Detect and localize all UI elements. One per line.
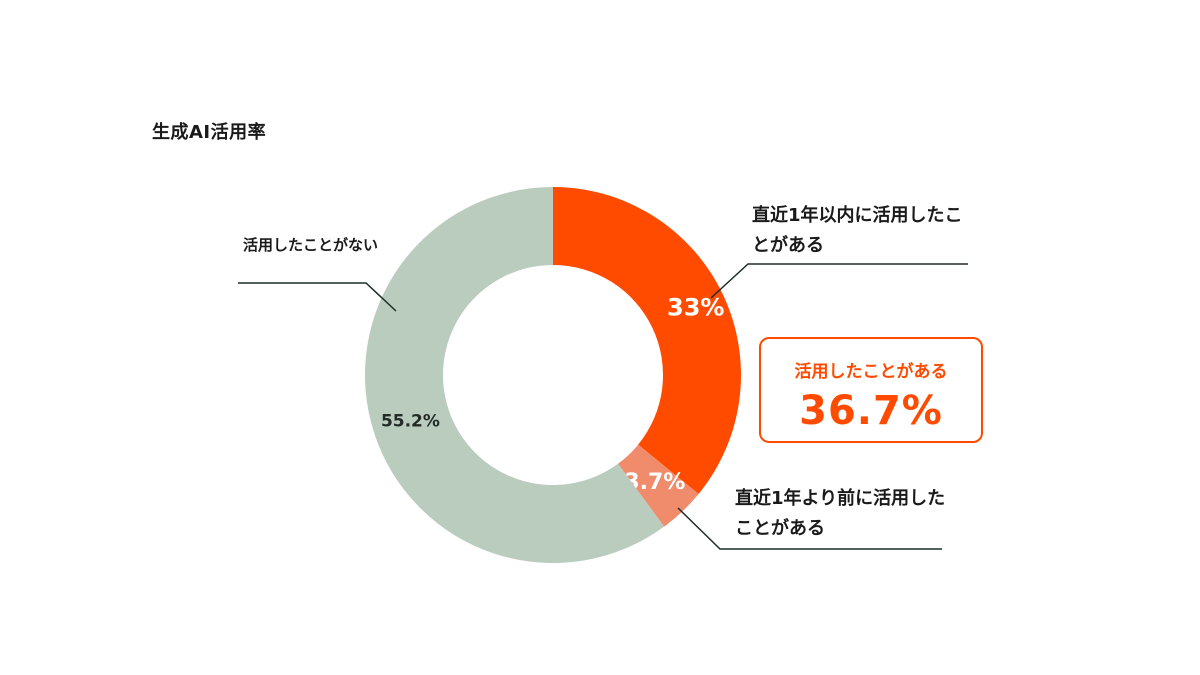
value-label-never-used: 55.2% (381, 412, 440, 432)
chart-title: 生成AI活用率 (152, 122, 267, 143)
summary-value: 36.7% (799, 388, 943, 434)
label-past-use: 直近1年より前に活用したことがある (735, 488, 946, 539)
slice-past-use (618, 444, 699, 527)
slice-recent-use (553, 187, 741, 495)
value-label-recent-use: 33% (667, 293, 724, 321)
label-recent-use: 直近1年以内に活用したことがある (752, 205, 963, 256)
slice-never-used (364, 187, 665, 564)
leader-line-past-use (677, 507, 942, 550)
label-never-used: 活用したことがない (243, 236, 379, 254)
summary-label: 活用したことがある (794, 362, 948, 382)
leader-line-never-used (238, 282, 397, 312)
leader-line-recent-use (710, 263, 968, 299)
summary-box: 活用したことがある 36.7% (759, 337, 983, 443)
